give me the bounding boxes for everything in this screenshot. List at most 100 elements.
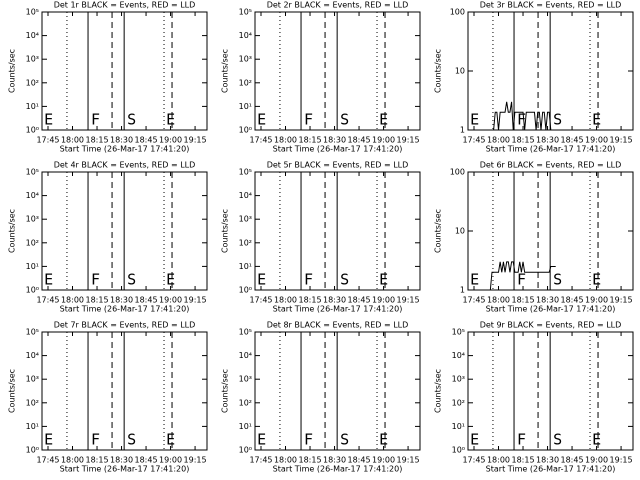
y-tick-label: 10²: [26, 398, 39, 407]
phase-label: F: [304, 431, 313, 449]
y-tick-label: 100: [450, 8, 465, 17]
phase-label: E: [44, 111, 53, 129]
x-tick-label: 19:00: [372, 456, 395, 465]
y-tick-label: 10³: [239, 215, 252, 224]
x-tick-label: 18:30: [110, 136, 133, 145]
y-tick-label: 10⁴: [26, 31, 39, 40]
phase-label: E: [379, 111, 388, 129]
x-tick-label: 19:15: [184, 136, 207, 145]
x-axis-label: Start Time (26-Mar-17 17:41:20): [273, 145, 403, 154]
x-tick-label: 18:00: [487, 296, 510, 305]
phase-label: E: [166, 431, 175, 449]
y-tick-label: 10¹: [26, 102, 39, 111]
y-tick-label: 10⁵: [452, 328, 465, 337]
x-tick-label: 18:00: [274, 296, 297, 305]
y-tick-label: 10³: [26, 215, 39, 224]
x-tick-label: 17:45: [249, 296, 272, 305]
x-tick-label: 19:00: [585, 136, 608, 145]
x-tick-label: 18:45: [348, 136, 371, 145]
y-axis-label: Counts/sec: [8, 369, 17, 413]
phase-label: F: [517, 111, 526, 129]
x-axis-label: Start Time (26-Mar-17 17:41:20): [60, 305, 190, 314]
y-axis-label: Counts/sec: [434, 369, 443, 413]
x-tick-label: 18:30: [536, 296, 559, 305]
x-tick-label: 18:00: [61, 296, 84, 305]
y-tick-label: 10³: [239, 55, 252, 64]
x-tick-label: 18:45: [135, 456, 158, 465]
x-tick-label: 17:45: [249, 136, 272, 145]
y-tick-label: 10¹: [239, 102, 252, 111]
y-tick-label: 10⁰: [26, 126, 39, 135]
y-tick-label: 10¹: [239, 262, 252, 271]
y-tick-label: 10²: [26, 238, 39, 247]
phase-label: E: [166, 271, 175, 289]
y-axis-label: Counts/sec: [8, 49, 17, 93]
x-axis-label: Start Time (26-Mar-17 17:41:20): [486, 465, 616, 474]
x-tick-label: 19:00: [159, 136, 182, 145]
phase-label: E: [470, 111, 479, 129]
y-axis-label: Counts/sec: [8, 209, 17, 253]
x-tick-label: 17:45: [462, 296, 485, 305]
x-tick-label: 17:45: [462, 136, 485, 145]
x-tick-label: 17:45: [36, 456, 59, 465]
x-axis-label: Start Time (26-Mar-17 17:41:20): [273, 305, 403, 314]
x-tick-label: 18:30: [323, 296, 346, 305]
phase-label: E: [44, 271, 53, 289]
phase-label: E: [379, 431, 388, 449]
phase-label: S: [127, 431, 136, 449]
y-tick-label: 1: [460, 126, 465, 135]
panel: Det 4r BLACK = Events, RED = LLD Counts/s…: [8, 161, 208, 314]
x-tick-label: 19:00: [372, 136, 395, 145]
chart-title: Det 3r BLACK = Events, RED = LLD: [480, 1, 622, 10]
x-tick-label: 18:30: [110, 456, 133, 465]
phase-label: E: [592, 271, 601, 289]
phase-label: E: [257, 271, 266, 289]
x-tick-label: 19:15: [397, 296, 420, 305]
phase-label: E: [592, 111, 601, 129]
x-tick-label: 18:00: [487, 456, 510, 465]
y-tick-label: 10²: [26, 78, 39, 87]
x-tick-label: 19:00: [159, 296, 182, 305]
x-tick-label: 18:15: [298, 136, 321, 145]
phase-label: S: [553, 431, 562, 449]
phase-label: E: [166, 111, 175, 129]
y-tick-label: 10³: [26, 375, 39, 384]
x-tick-label: 18:15: [85, 136, 108, 145]
y-tick-label: 10²: [452, 398, 465, 407]
x-tick-label: 18:00: [274, 456, 297, 465]
y-tick-label: 10: [455, 67, 465, 76]
phase-label: S: [127, 111, 136, 129]
y-tick-label: 10⁰: [239, 446, 252, 455]
y-tick-label: 10⁵: [239, 328, 252, 337]
x-tick-label: 17:45: [36, 296, 59, 305]
y-tick-label: 10¹: [26, 422, 39, 431]
panel: Det 8r BLACK = Events, RED = LLD Counts/s…: [221, 321, 421, 474]
phase-label: E: [44, 431, 53, 449]
y-tick-label: 10²: [239, 398, 252, 407]
y-tick-label: 10¹: [26, 262, 39, 271]
chart-title: Det 5r BLACK = Events, RED = LLD: [267, 161, 409, 170]
phase-label: S: [553, 111, 562, 129]
y-tick-label: 10²: [239, 238, 252, 247]
x-axis-label: Start Time (26-Mar-17 17:41:20): [60, 145, 190, 154]
y-axis-label: Counts/sec: [221, 209, 230, 253]
phase-label: F: [517, 271, 526, 289]
chart-title: Det 8r BLACK = Events, RED = LLD: [267, 321, 409, 330]
x-tick-label: 18:00: [61, 136, 84, 145]
x-tick-label: 18:00: [61, 456, 84, 465]
data-line: [489, 261, 556, 291]
y-tick-label: 100: [450, 168, 465, 177]
x-tick-label: 18:45: [348, 296, 371, 305]
chart-title: Det 2r BLACK = Events, RED = LLD: [267, 1, 409, 10]
phase-label: F: [91, 271, 100, 289]
y-tick-label: 10⁴: [26, 191, 39, 200]
x-axis-label: Start Time (26-Mar-17 17:41:20): [486, 145, 616, 154]
phase-label: E: [470, 431, 479, 449]
x-tick-label: 19:00: [585, 296, 608, 305]
y-tick-label: 10: [455, 227, 465, 236]
x-tick-label: 18:45: [561, 456, 584, 465]
phase-label: F: [517, 431, 526, 449]
y-tick-label: 10⁰: [239, 286, 252, 295]
y-axis-label: Counts/sec: [221, 369, 230, 413]
